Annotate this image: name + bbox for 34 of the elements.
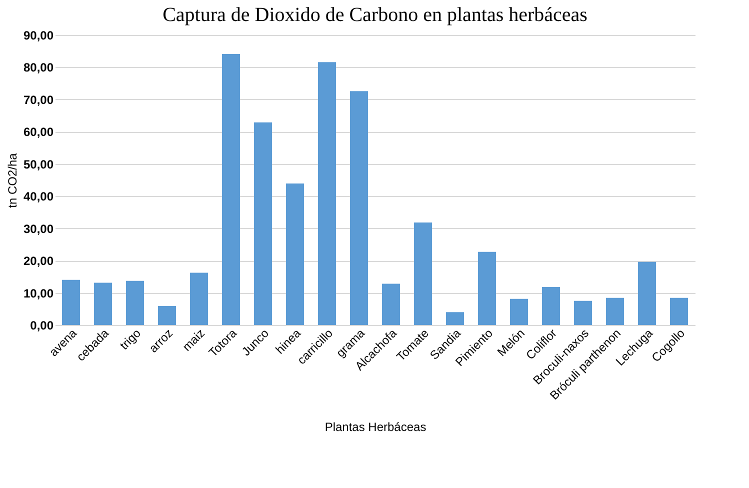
y-tick-label: 10,00 <box>23 286 54 300</box>
y-tick-label: 0,00 <box>30 318 54 332</box>
bar <box>350 91 368 325</box>
bar <box>158 306 176 325</box>
bar <box>382 284 400 325</box>
bar <box>254 122 272 325</box>
bar <box>62 280 80 325</box>
y-tick-label: 70,00 <box>23 92 54 107</box>
bar <box>222 54 240 325</box>
y-tick-label: 60,00 <box>23 125 54 140</box>
y-axis-title: tn CO2/ha <box>5 152 20 208</box>
bar <box>574 300 592 325</box>
bar <box>542 286 560 325</box>
bar <box>190 272 208 325</box>
bar <box>510 298 528 325</box>
bar <box>126 280 144 325</box>
bar <box>638 262 656 325</box>
y-tick-label: 80,00 <box>23 60 54 75</box>
bar <box>318 62 336 325</box>
y-tick-label: 30,00 <box>23 222 54 236</box>
bar <box>286 184 304 325</box>
chart-title: Captura de Dioxido de Carbono en plantas herbáceas <box>162 4 588 26</box>
y-tick-label: 40,00 <box>23 190 54 204</box>
bar <box>414 222 432 325</box>
bar <box>670 298 688 325</box>
bar <box>94 282 112 325</box>
bar <box>606 298 624 325</box>
y-tick-label: 50,00 <box>23 157 54 172</box>
x-axis-title: Plantas Herbáceas <box>324 420 426 434</box>
bar <box>478 252 496 325</box>
y-tick-label: 90,00 <box>23 28 54 42</box>
bar <box>446 312 464 325</box>
y-tick-label: 20,00 <box>23 254 54 268</box>
x-tick-label: trigo <box>117 326 144 352</box>
